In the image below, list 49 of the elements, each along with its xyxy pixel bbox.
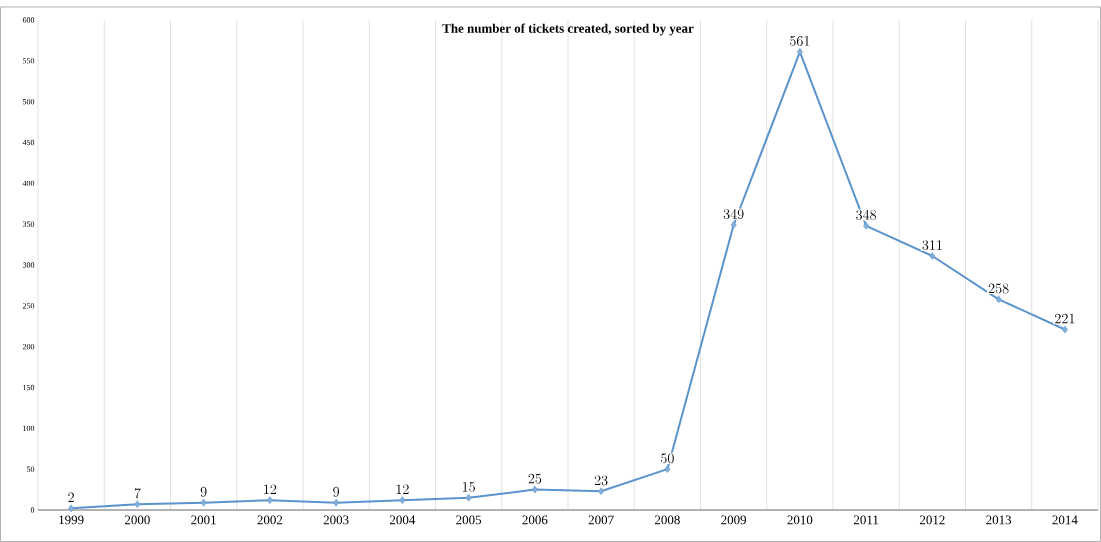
data-label: 25 xyxy=(528,473,542,484)
data-label: 258 xyxy=(988,283,1009,294)
data-label: 349 xyxy=(723,209,744,220)
x-tick-label: 2013 xyxy=(986,515,1012,525)
data-label: 561 xyxy=(790,36,810,46)
point xyxy=(730,221,737,229)
point xyxy=(598,487,605,496)
point xyxy=(863,221,870,230)
x-tick-label: 2008 xyxy=(654,515,680,525)
point xyxy=(465,493,472,502)
x-tick-label: 2014 xyxy=(1052,515,1078,525)
data-label: 9 xyxy=(200,486,207,497)
data-label: 2 xyxy=(68,492,74,503)
data-label: 23 xyxy=(594,475,608,486)
x-tick-label: 2004 xyxy=(389,515,416,525)
point xyxy=(929,252,936,260)
point xyxy=(134,500,141,509)
x-tick-label: 2007 xyxy=(588,515,614,525)
x-tick-label: 2003 xyxy=(323,515,349,525)
x-tick-label: 2006 xyxy=(522,515,548,525)
data-label: 9 xyxy=(333,486,340,497)
point xyxy=(68,504,75,513)
data-label: 50 xyxy=(661,453,674,464)
point xyxy=(399,496,406,505)
point xyxy=(1061,325,1068,334)
x-tick-label: 2002 xyxy=(257,515,283,525)
data-label: 221 xyxy=(1055,313,1075,324)
x-tick-label: 2010 xyxy=(787,515,813,525)
x-tick-label: 2001 xyxy=(191,515,216,525)
point xyxy=(266,496,273,505)
x-tick-label: 2012 xyxy=(919,515,945,525)
x-tick-label: 2005 xyxy=(456,515,482,525)
point xyxy=(200,498,207,507)
data-label: 12 xyxy=(396,484,409,494)
data-label: 311 xyxy=(922,240,942,251)
data-label: 12 xyxy=(264,484,277,494)
point xyxy=(664,465,671,473)
x-tick-label: 2009 xyxy=(721,515,747,525)
x-tick-label: 2011 xyxy=(853,515,879,525)
x-tick-label: 1999 xyxy=(59,515,84,525)
point xyxy=(796,48,803,56)
data-label: 348 xyxy=(856,209,877,220)
point xyxy=(333,498,340,507)
point xyxy=(995,295,1002,304)
point xyxy=(531,485,538,494)
data-label: 15 xyxy=(462,481,475,492)
x-tick-label: 2000 xyxy=(124,515,150,525)
chart-title: The number of tickets created, sorted by year xyxy=(442,23,694,36)
data-label: 7 xyxy=(134,488,141,499)
